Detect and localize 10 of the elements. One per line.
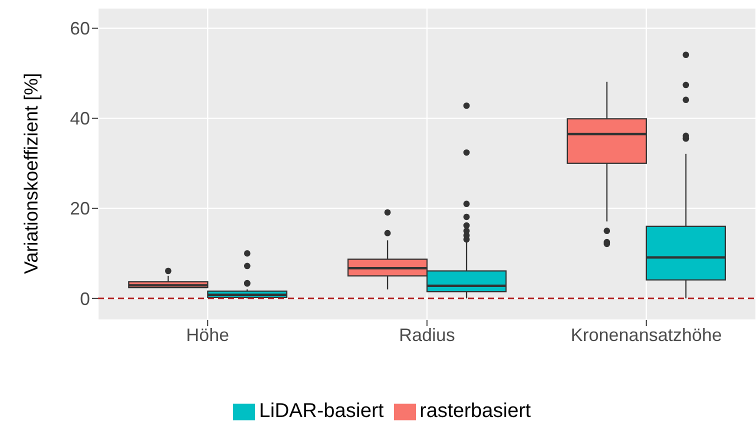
- legend-label: LiDAR-basiert: [259, 400, 384, 422]
- y-tick-label: 60: [70, 18, 90, 39]
- x-tick-label: Kronenansatzhöhe: [570, 324, 722, 345]
- legend-label: rasterbasiert: [420, 400, 531, 422]
- y-tick-label: 0: [80, 288, 90, 309]
- x-tick-label: Höhe: [186, 324, 230, 345]
- x-tick-label: Radius: [398, 324, 456, 345]
- y-tick-label: 40: [70, 108, 90, 129]
- y-axis-title: Variationskoeffizient [%]: [22, 72, 43, 274]
- y-tick-label: 20: [70, 198, 90, 219]
